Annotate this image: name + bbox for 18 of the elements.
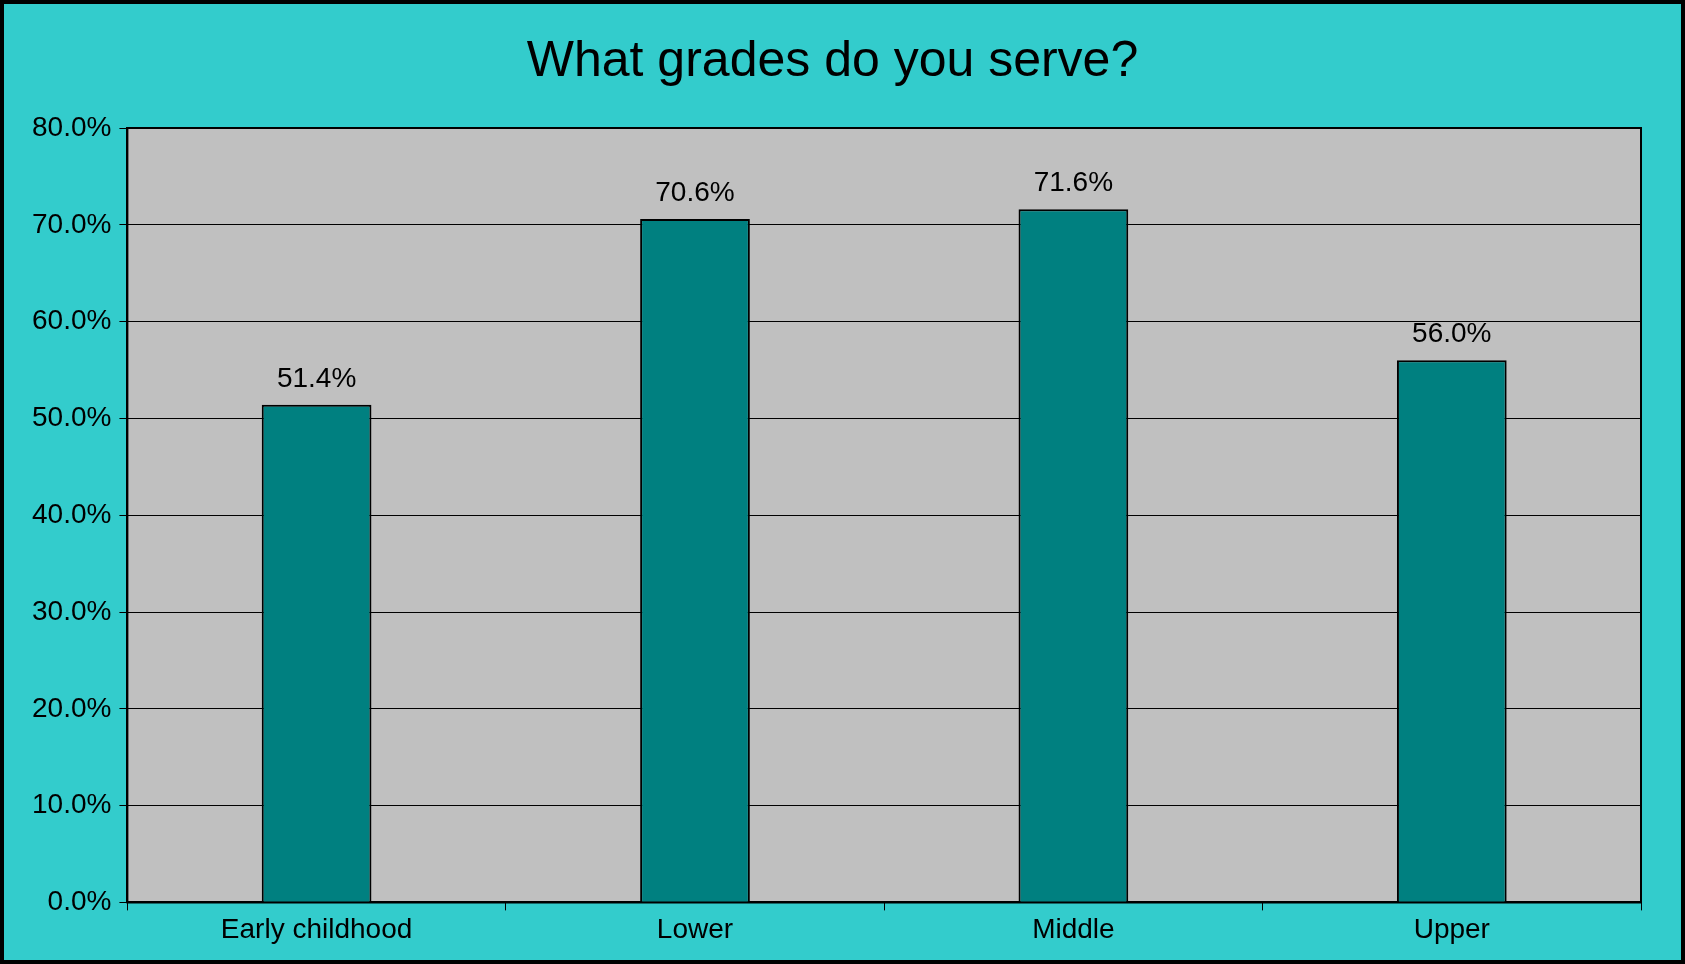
y-tick-label: 20.0% [31, 691, 112, 723]
x-tick-label: Middle [1032, 912, 1115, 944]
data-label: 70.6% [655, 175, 735, 207]
y-tick-label: 70.0% [31, 207, 112, 239]
data-label: 51.4% [276, 361, 357, 393]
y-tick-label: 80.0% [31, 110, 112, 142]
y-tick-label: 60.0% [31, 304, 112, 336]
y-tick-label: 50.0% [31, 401, 112, 433]
x-tick-label: Early childhood [220, 912, 413, 944]
x-tick-label: Upper [1413, 912, 1490, 944]
x-tick-label: Lower [656, 912, 734, 944]
y-tick-label: 0.0% [47, 885, 112, 917]
y-tick-label: 30.0% [31, 594, 112, 626]
y-tick-label: 10.0% [31, 788, 112, 820]
y-tick-label: 40.0% [31, 497, 112, 529]
chart-title: What grades do you serve? [526, 30, 1139, 87]
data-label: 56.0% [1412, 317, 1492, 349]
data-label: 71.6% [1033, 166, 1114, 198]
